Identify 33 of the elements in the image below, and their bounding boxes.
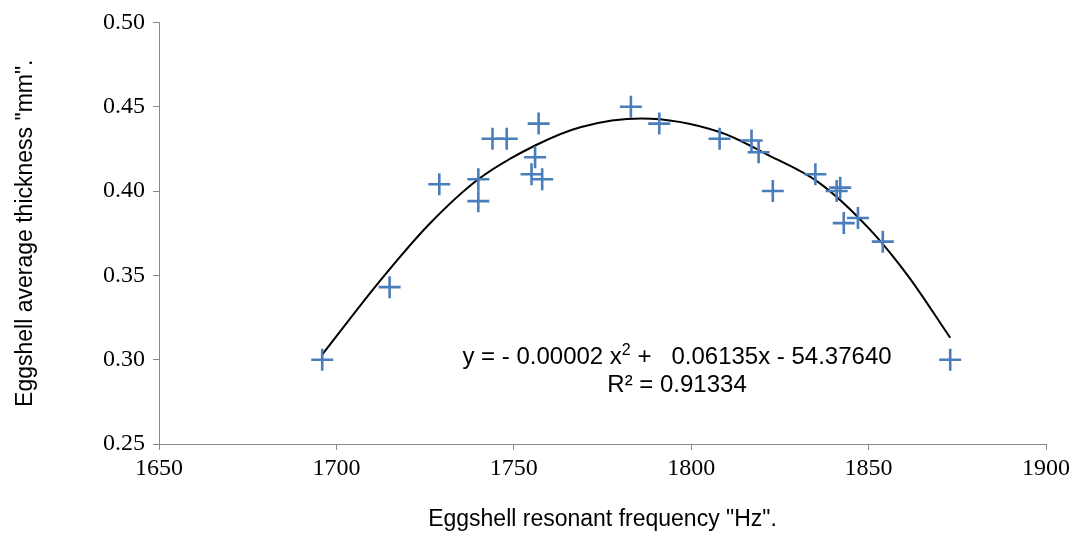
point: [804, 163, 827, 186]
point: [871, 230, 894, 253]
x-tick-label: 1900: [1022, 453, 1070, 480]
point: [495, 127, 518, 150]
point: [467, 168, 490, 191]
point: [648, 112, 671, 135]
y-tick-label: 0.50: [103, 7, 145, 34]
point: [708, 127, 731, 150]
y-axis-title: Eggshell average thickness "mm".: [11, 59, 38, 407]
y-tick-label: 0.25: [103, 429, 145, 456]
point: [531, 168, 554, 191]
point: [428, 173, 451, 196]
point: [527, 112, 550, 135]
y-tick-label: 0.30: [103, 344, 145, 371]
point: [740, 129, 763, 152]
point: [378, 276, 401, 299]
x-tick-label: 1650: [135, 453, 183, 480]
x-tick-label: 1800: [667, 453, 716, 480]
x-tick-label: 1700: [312, 453, 361, 480]
point: [619, 95, 642, 118]
x-tick-label: 1850: [844, 453, 893, 480]
point: [311, 348, 334, 371]
point: [939, 348, 962, 371]
y-tick-label: 0.35: [103, 260, 145, 287]
point: [832, 212, 855, 235]
x-axis-title: Eggshell resonant frequency "Hz".: [428, 504, 777, 531]
annotation: R² = 0.91334: [607, 370, 747, 398]
point: [467, 190, 490, 213]
point: [524, 146, 547, 169]
point: [747, 141, 770, 164]
x-tick-label: 1750: [489, 453, 538, 480]
y-tick-label: 0.45: [103, 92, 145, 119]
y-tick-label: 0.40: [103, 176, 145, 203]
